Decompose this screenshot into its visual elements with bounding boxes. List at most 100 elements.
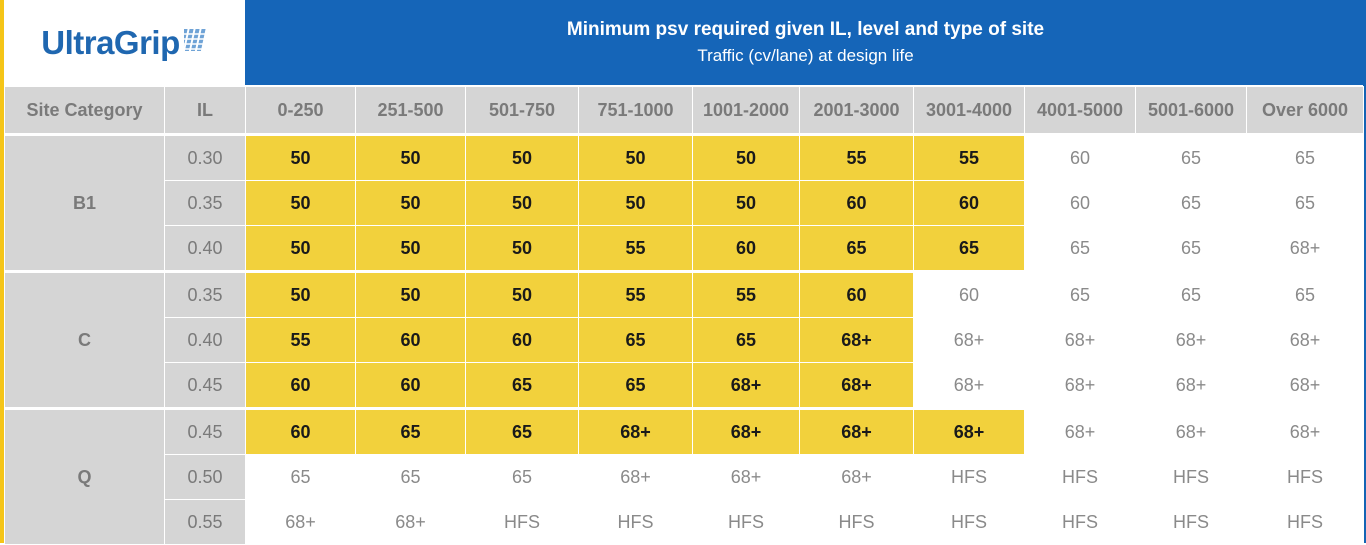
psv-value-cell: 60 (245, 407, 356, 455)
traffic-header: 501-750 (465, 86, 579, 135)
psv-value-cell: 68+ (1024, 362, 1136, 409)
psv-value-cell: 50 (578, 180, 693, 226)
table-row: 0.35 50 50 50 50 50 60 60 60 65 65 (5, 180, 1364, 226)
psv-value-cell: 55 (578, 270, 693, 318)
psv-value-cell: 65 (799, 225, 914, 272)
psv-value-cell: 68+ (1246, 407, 1364, 455)
psv-value-cell: HFS (1135, 499, 1247, 545)
table-subtitle: Traffic (cv/lane) at design life (697, 46, 914, 65)
psv-value-cell: 65 (245, 454, 356, 500)
psv-value-cell: 68+ (1135, 362, 1247, 409)
psv-value-cell: 50 (355, 180, 466, 226)
psv-value-cell: 55 (578, 225, 693, 272)
psv-value-cell: HFS (913, 454, 1025, 500)
psv-value-cell: 68+ (1246, 362, 1364, 409)
il-cell: 0.35 (164, 180, 246, 226)
il-cell: 0.50 (164, 454, 246, 500)
traffic-header: 251-500 (355, 86, 466, 135)
psv-value-cell: 68+ (1246, 317, 1364, 363)
psv-value-cell: 65 (1246, 133, 1364, 181)
il-cell: 0.40 (164, 225, 246, 272)
psv-value-cell: HFS (1024, 499, 1136, 545)
site-category-cell: C (4, 270, 165, 409)
il-cell: 0.45 (164, 362, 246, 409)
psv-value-cell: 50 (692, 133, 800, 181)
psv-value-cell: HFS (465, 499, 579, 545)
il-header: IL (164, 86, 246, 135)
psv-value-cell: 65 (355, 454, 466, 500)
table-row: Q 0.45 60 65 65 68+ 68+ 68+ 68+ 68+ 68+ 68+ (4, 407, 1364, 545)
psv-value-cell: 65 (1246, 180, 1364, 226)
psv-value-cell: 60 (913, 180, 1025, 226)
table-row: 0.40 50 50 50 55 60 65 65 65 65 68+ (5, 225, 1364, 272)
site-category-cell: B1 (4, 133, 165, 272)
psv-value-cell: 50 (355, 270, 466, 318)
psv-value-cell: 65 (578, 362, 693, 409)
psv-value-cell: 60 (692, 225, 800, 272)
psv-value-cell: 65 (578, 317, 693, 363)
psv-value-cell: 50 (355, 225, 466, 272)
psv-value-cell: 65 (1024, 270, 1136, 318)
psv-value-cell: 65 (1135, 225, 1247, 272)
psv-value-cell: 60 (799, 180, 914, 226)
psv-value-cell: 55 (799, 133, 914, 181)
psv-value-cell: 68+ (1135, 407, 1247, 455)
psv-value-cell: 60 (465, 317, 579, 363)
traffic-header: Over 6000 (1246, 86, 1364, 135)
psv-value-cell: 68+ (799, 362, 914, 409)
psv-value-cell: 65 (1135, 180, 1247, 226)
traffic-header: 1001-2000 (692, 86, 800, 135)
psv-value-cell: 50 (465, 225, 579, 272)
table-row: 0.40 55 60 60 65 65 68+ 68+ 68+ 68+ 68+ (5, 317, 1364, 363)
psv-value-cell: 68+ (692, 362, 800, 409)
psv-value-cell: 65 (355, 407, 466, 455)
psv-value-cell: 65 (1135, 133, 1247, 181)
psv-value-cell: 65 (465, 454, 579, 500)
psv-value-cell: 55 (692, 270, 800, 318)
psv-value-cell: 60 (799, 270, 914, 318)
psv-value-cell: 68+ (355, 499, 466, 545)
tyre-tread-icon (178, 27, 208, 58)
psv-value-cell: HFS (1246, 499, 1364, 545)
psv-value-cell: 50 (578, 133, 693, 181)
psv-value-cell: HFS (1135, 454, 1247, 500)
psv-value-cell: 50 (355, 133, 466, 181)
psv-value-cell: 68+ (692, 407, 800, 455)
table-row: 0.45 60 60 65 65 68+ 68+ 68+ 68+ 68+ 68+ (5, 362, 1364, 409)
traffic-header: 751-1000 (578, 86, 693, 135)
psv-value-cell: 68+ (1024, 317, 1136, 363)
traffic-header: 2001-3000 (799, 86, 914, 135)
right-accent-stripe (1363, 85, 1366, 543)
psv-value-cell: 55 (245, 317, 356, 363)
left-accent-stripe (0, 0, 4, 543)
psv-value-cell: 60 (913, 270, 1025, 318)
traffic-header: 3001-4000 (913, 86, 1025, 135)
table-row: C 0.35 50 50 50 55 55 60 60 65 65 65 (4, 270, 1364, 409)
psv-value-cell: 50 (465, 180, 579, 226)
traffic-header: 4001-5000 (1024, 86, 1136, 135)
psv-value-cell: 65 (465, 362, 579, 409)
il-cell: 0.40 (164, 317, 246, 363)
psv-value-cell: 68+ (692, 454, 800, 500)
psv-value-cell: 60 (1024, 133, 1136, 181)
psv-value-cell: 50 (465, 133, 579, 181)
site-category-header: Site Category (4, 86, 165, 135)
psv-value-cell: 68+ (1135, 317, 1247, 363)
psv-value-cell: 50 (245, 225, 356, 272)
table-title-bar: Minimum psv required given IL, level and… (245, 0, 1366, 85)
psv-value-cell: HFS (1246, 454, 1364, 500)
psv-value-cell: 68+ (799, 317, 914, 363)
il-cell: 0.55 (164, 499, 246, 545)
psv-value-cell: 50 (692, 180, 800, 226)
logo-text: UltraGrip (41, 23, 180, 61)
il-cell: 0.35 (164, 270, 246, 318)
psv-value-cell: 50 (245, 133, 356, 181)
table-row: 0.50 65 65 65 68+ 68+ 68+ HFS HFS HFS HFS (5, 454, 1364, 500)
traffic-header: 0-250 (245, 86, 356, 135)
psv-value-cell: 68+ (799, 407, 914, 455)
psv-value-cell: 65 (913, 225, 1025, 272)
table-title: Minimum psv required given IL, level and… (566, 19, 1045, 40)
psv-value-cell: 68+ (913, 362, 1025, 409)
brand-logo: UltraGrip (4, 0, 245, 85)
site-category-cell: Q (4, 407, 165, 545)
